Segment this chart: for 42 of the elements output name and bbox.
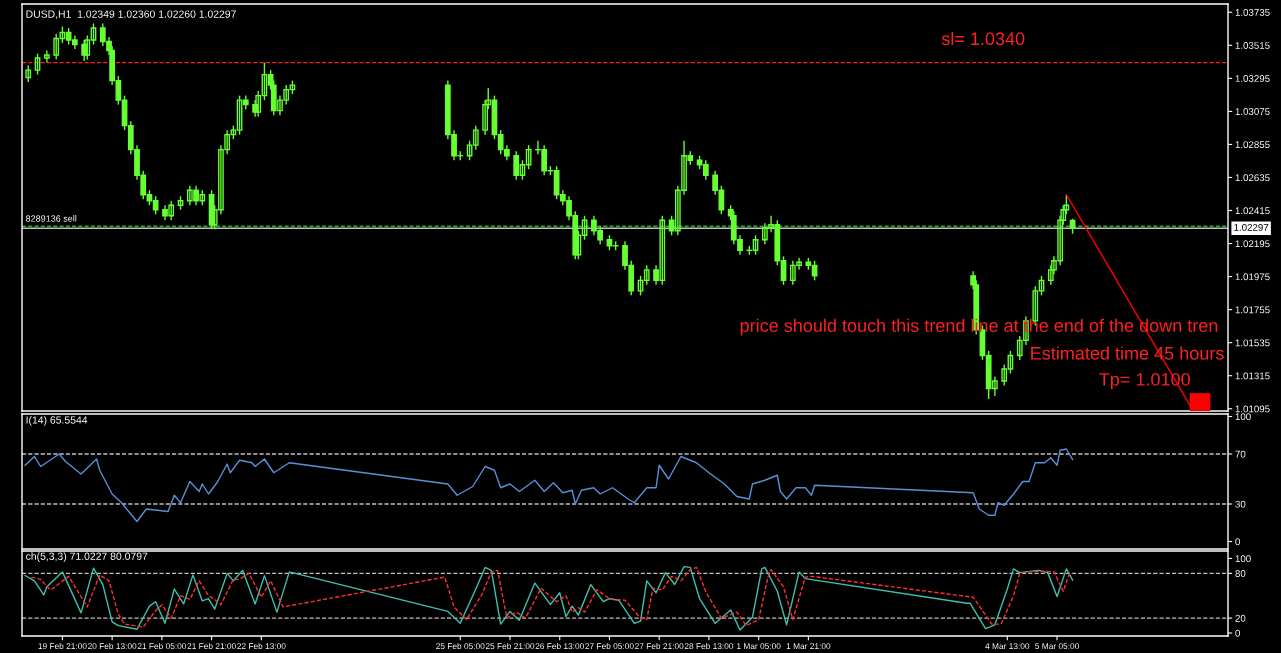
- x-tick-label: 27 Feb 21:00: [635, 642, 684, 650]
- y-tick-label: 70: [1235, 450, 1246, 458]
- x-tick-label: 1 Mar 21:00: [786, 643, 831, 650]
- y-tick-label: 0: [1235, 538, 1240, 546]
- y-tick-label: 1.02855: [1235, 141, 1270, 149]
- y-tick-label: 100: [1235, 413, 1251, 421]
- y-tick-label: 1.03515: [1235, 42, 1270, 49]
- y-tick-label: 1.01535: [1235, 339, 1270, 347]
- y-tick-label: 1.02195: [1235, 240, 1270, 248]
- text: DUSD,H1 1.02349 1.02360 1.02260 1.02297: [26, 10, 236, 19]
- y-tick-label: 1.01095: [1235, 405, 1270, 413]
- x-tick-label: 22 Feb 13:00: [237, 642, 286, 650]
- y-tick-label: 1.01315: [1235, 372, 1270, 380]
- y-tick-label: 20: [1235, 614, 1246, 622]
- x-tick-label: 26 Feb 13:00: [535, 642, 584, 650]
- x-tick-label: 5 Mar 05:00: [1035, 643, 1079, 650]
- chart-title: ch(5,3,3) 71.0227 80.0797: [26, 552, 148, 562]
- y-tick-label: 1.01755: [1235, 306, 1270, 314]
- x-tick-label: 1 Mar 05:00: [737, 643, 781, 650]
- ref-line-label: 8289136 sell: [26, 215, 77, 222]
- x-tick-label: 25 Feb 21:00: [485, 642, 535, 650]
- x-tick-label: 21 Feb 05:00: [137, 642, 187, 650]
- x-tick-label: 25 Feb 05:00: [436, 642, 485, 650]
- y-tick-label: 80: [1235, 570, 1246, 577]
- y-tick-label: 1.02635: [1235, 174, 1270, 182]
- ref-line-label: sl= 1.0340: [941, 31, 1025, 46]
- x-tick-label: 27 Feb 05:00: [585, 642, 634, 650]
- y-tick-label: 1.03735: [1235, 8, 1270, 16]
- y-tick-label: 0: [1235, 629, 1240, 637]
- y-tick-label: 1.03295: [1235, 75, 1270, 82]
- y-tick-label: 1.01975: [1235, 273, 1270, 281]
- x-tick-label: 4 Mar 13:00: [985, 643, 1030, 650]
- chart-title: I(14) 65.5544: [26, 416, 88, 426]
- y-tick-label: 100: [1235, 555, 1251, 563]
- y-tick-label: 1.03075: [1235, 108, 1270, 115]
- y-tick-label: 1.02415: [1235, 207, 1270, 215]
- x-tick-label: 21 Feb 21:00: [187, 642, 236, 650]
- x-tick-label: 19 Feb 21:00: [38, 642, 87, 650]
- y-tick-label: 30: [1235, 500, 1246, 508]
- ref-line-label: 1.02297: [1234, 223, 1269, 231]
- x-tick-label: 28 Feb 13:00: [684, 642, 734, 650]
- x-tick-label: 20 Feb 13:00: [88, 642, 137, 650]
